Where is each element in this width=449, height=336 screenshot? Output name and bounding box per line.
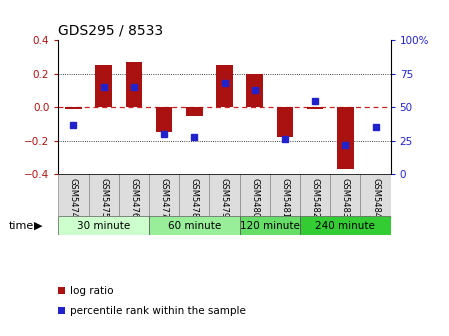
Text: 120 minute: 120 minute	[240, 220, 300, 230]
Bar	[58, 174, 88, 216]
Bar	[119, 174, 149, 216]
Bar	[307, 107, 323, 109]
Text: 60 minute: 60 minute	[167, 220, 221, 230]
Text: ▶: ▶	[34, 220, 42, 230]
Bar	[330, 174, 361, 216]
Bar	[186, 107, 202, 116]
Bar	[95, 66, 112, 107]
Text: GSM5480: GSM5480	[250, 177, 259, 218]
Bar	[179, 174, 209, 216]
Bar	[270, 174, 300, 216]
Bar	[240, 174, 270, 216]
Text: time: time	[9, 220, 34, 230]
Bar	[58, 216, 149, 235]
Text: GSM5477: GSM5477	[159, 177, 168, 218]
Bar	[247, 74, 263, 107]
Text: GDS295 / 8533: GDS295 / 8533	[58, 24, 163, 38]
Bar	[300, 216, 391, 235]
Text: GSM5484: GSM5484	[371, 177, 380, 218]
Bar	[240, 216, 300, 235]
Text: GSM5476: GSM5476	[129, 177, 138, 218]
Text: GSM5482: GSM5482	[311, 177, 320, 218]
Bar	[156, 107, 172, 132]
Text: 240 minute: 240 minute	[315, 220, 375, 230]
Bar	[300, 174, 330, 216]
Bar	[209, 174, 240, 216]
Text: percentile rank within the sample: percentile rank within the sample	[70, 306, 246, 316]
Text: GSM5479: GSM5479	[220, 177, 229, 218]
Bar	[361, 174, 391, 216]
Text: log ratio: log ratio	[70, 286, 113, 296]
Text: GSM5475: GSM5475	[99, 177, 108, 218]
Text: GSM5483: GSM5483	[341, 177, 350, 218]
Text: GSM5474: GSM5474	[69, 177, 78, 218]
Text: GSM5481: GSM5481	[281, 177, 290, 218]
Bar	[126, 62, 142, 107]
Bar	[216, 66, 233, 107]
Text: GSM5478: GSM5478	[190, 177, 199, 218]
Bar	[65, 107, 82, 109]
Text: 30 minute: 30 minute	[77, 220, 130, 230]
Bar	[277, 107, 293, 137]
Bar	[149, 174, 179, 216]
Bar	[88, 174, 119, 216]
Bar	[149, 216, 240, 235]
Bar	[337, 107, 354, 169]
